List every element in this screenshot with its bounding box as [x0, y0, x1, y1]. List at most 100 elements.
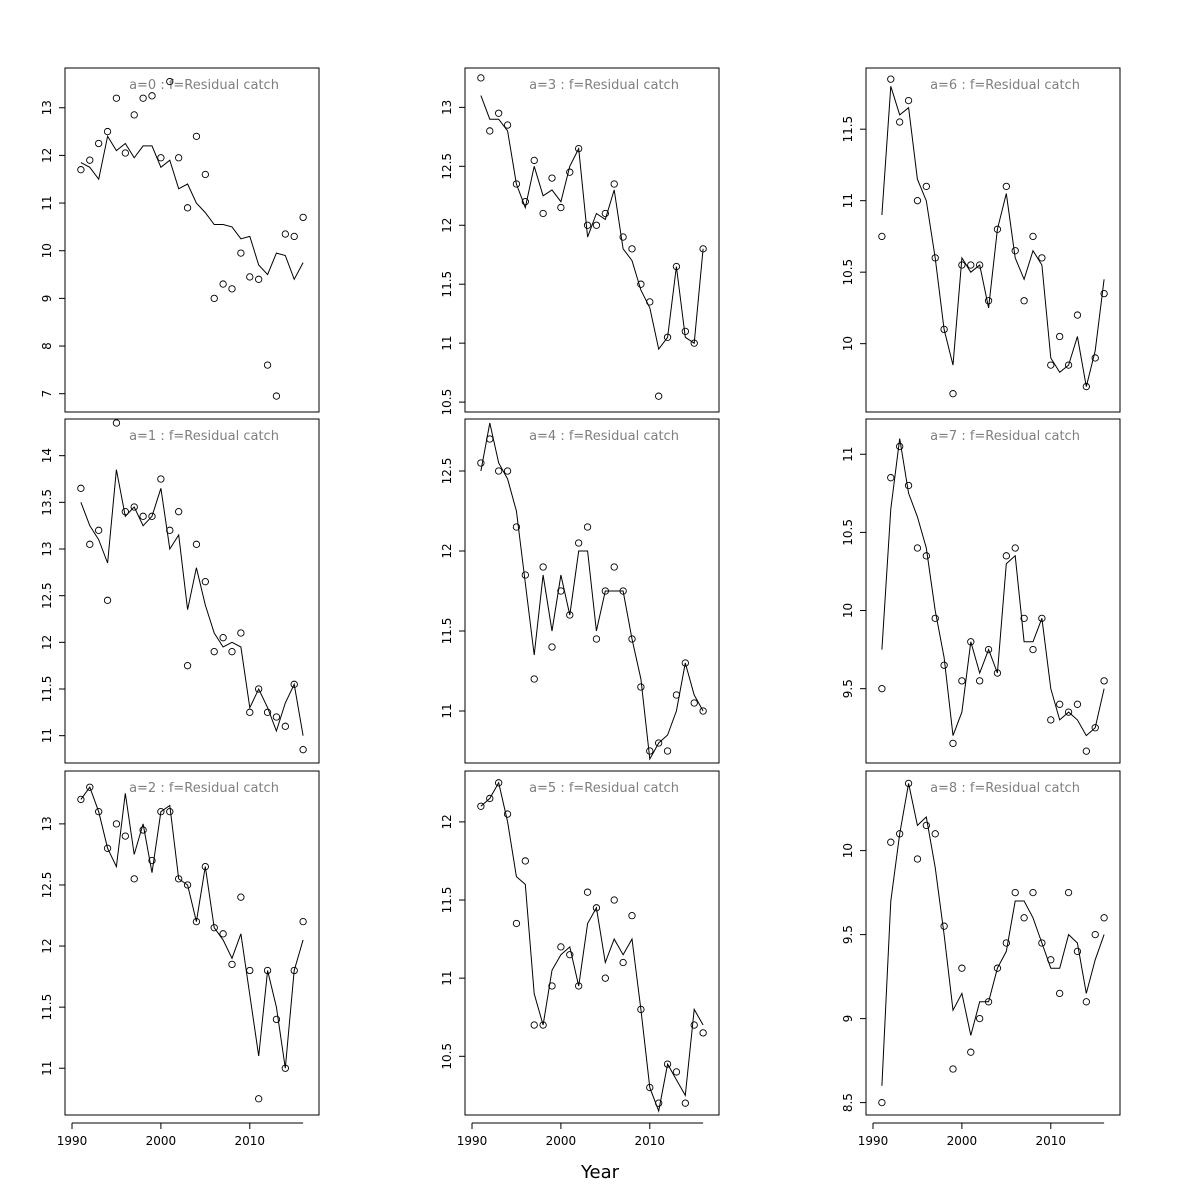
panel-frame — [464, 770, 720, 1116]
observed-point — [503, 121, 512, 129]
observed-point — [993, 964, 1002, 972]
observed-point — [672, 691, 681, 699]
observed-point — [583, 888, 592, 896]
observed-point — [255, 275, 263, 283]
observed-point — [175, 875, 183, 883]
observed-point — [663, 1060, 672, 1068]
observed-point — [958, 677, 966, 685]
observed-point — [1020, 614, 1028, 622]
y-tick-label: 11 — [40, 728, 54, 743]
observed-point — [263, 708, 272, 716]
observed-point — [201, 170, 209, 179]
observed-point — [77, 795, 85, 804]
observed-point — [228, 960, 236, 969]
observed-point — [1038, 254, 1046, 262]
observed-point — [219, 930, 227, 938]
panel-1: a=1 : f=Residual catch 11 11.5 12 12.5 13 13.5… — [40, 418, 320, 764]
observed-point — [1064, 888, 1073, 897]
observed-point — [86, 540, 94, 548]
observed-point — [940, 661, 948, 669]
panel-3: a=3 : f=Residual catch 10.5 11 11.5 12 12.5 13 — [440, 67, 720, 415]
observed-point — [904, 481, 913, 490]
y-tick-label: 12.5 — [440, 458, 454, 485]
observed-point — [166, 77, 174, 86]
y-tick-label: 11 — [841, 193, 855, 208]
y-tick-label: 13 — [40, 541, 54, 556]
observed-point — [610, 896, 618, 904]
observed-point — [210, 294, 218, 303]
observed-point — [601, 209, 609, 218]
observed-point — [121, 508, 129, 516]
observed-point — [672, 1068, 681, 1076]
observed-point — [495, 467, 503, 475]
x-tick-label: 1990 — [858, 1134, 889, 1148]
y-tick-label: 12.5 — [440, 153, 454, 180]
panel-title: a=7 : f=Residual catch — [930, 429, 1080, 444]
observed-point — [512, 523, 521, 531]
observed-point — [663, 747, 672, 755]
y-tick-label: 13 — [440, 100, 454, 115]
observed-point — [77, 166, 85, 174]
observed-point — [477, 802, 485, 810]
observed-point — [993, 225, 1002, 233]
fitted-line — [881, 783, 1105, 1086]
y-tick-label: 10 — [841, 843, 855, 858]
observed-point — [157, 475, 165, 483]
observed-point — [690, 1021, 698, 1029]
fitted-line — [480, 781, 704, 1113]
y-tick-label: 12 — [440, 814, 454, 829]
panel-0: a=0 : f=Residual catch 7 8 9 10 11 12 13 — [40, 67, 320, 413]
panel-title: a=5 : f=Residual catch — [529, 781, 679, 796]
observed-point — [592, 635, 601, 643]
observed-point — [130, 503, 138, 511]
observed-point — [1011, 544, 1019, 552]
observed-point — [984, 297, 993, 305]
observed-point — [477, 74, 485, 82]
fitted-line — [480, 95, 704, 351]
observed-point — [575, 539, 583, 547]
panel-8: a=8 : f=Residual catch 8.5 9 9.5 10 1990 2000 2… — [841, 770, 1121, 1148]
observed-point — [610, 180, 618, 188]
observed-point — [1100, 914, 1108, 922]
observed-point — [548, 643, 556, 651]
observed-point — [486, 127, 494, 135]
observed-point — [299, 917, 307, 926]
observed-point — [646, 298, 654, 306]
observed-point — [512, 180, 521, 188]
observed-point — [619, 587, 627, 595]
observed-point — [219, 280, 227, 288]
panel-5: a=5 : f=Residual catch 10.5 11 11.5 12 1990 20… — [440, 770, 720, 1148]
observed-point — [672, 262, 681, 271]
observed-point — [103, 844, 112, 852]
observed-point — [601, 587, 609, 595]
y-tick-label: 10 — [841, 336, 855, 351]
observed-point — [192, 540, 201, 548]
observed-point — [637, 280, 645, 288]
observed-point — [246, 966, 254, 975]
observed-point — [290, 966, 298, 975]
panel-title: a=1 : f=Residual catch — [129, 429, 279, 444]
observed-point — [904, 779, 913, 788]
observed-point — [157, 808, 165, 816]
y-tick-label: 11.5 — [440, 271, 454, 298]
observed-point — [95, 139, 103, 148]
fitted-line — [80, 469, 304, 736]
observed-point — [1056, 700, 1064, 708]
observed-point — [878, 232, 886, 241]
observed-point — [931, 254, 939, 262]
observed-point — [601, 974, 609, 982]
observed-point — [1082, 747, 1090, 755]
panel-frame — [865, 770, 1121, 1116]
observed-point — [166, 526, 174, 534]
observed-point — [139, 826, 147, 834]
x-tick-label: 2010 — [1036, 1134, 1067, 1148]
panel-2: a=2 : f=Residual catch 11 11.5 12 12.5 13 1990… — [40, 770, 320, 1148]
observed-point — [619, 958, 627, 967]
y-tick-label: 13 — [40, 816, 54, 831]
observed-point — [237, 893, 245, 901]
x-tick-label: 2000 — [947, 1134, 978, 1148]
observed-point — [699, 245, 707, 253]
panel-frame — [64, 418, 320, 764]
observed-point — [1082, 998, 1090, 1006]
